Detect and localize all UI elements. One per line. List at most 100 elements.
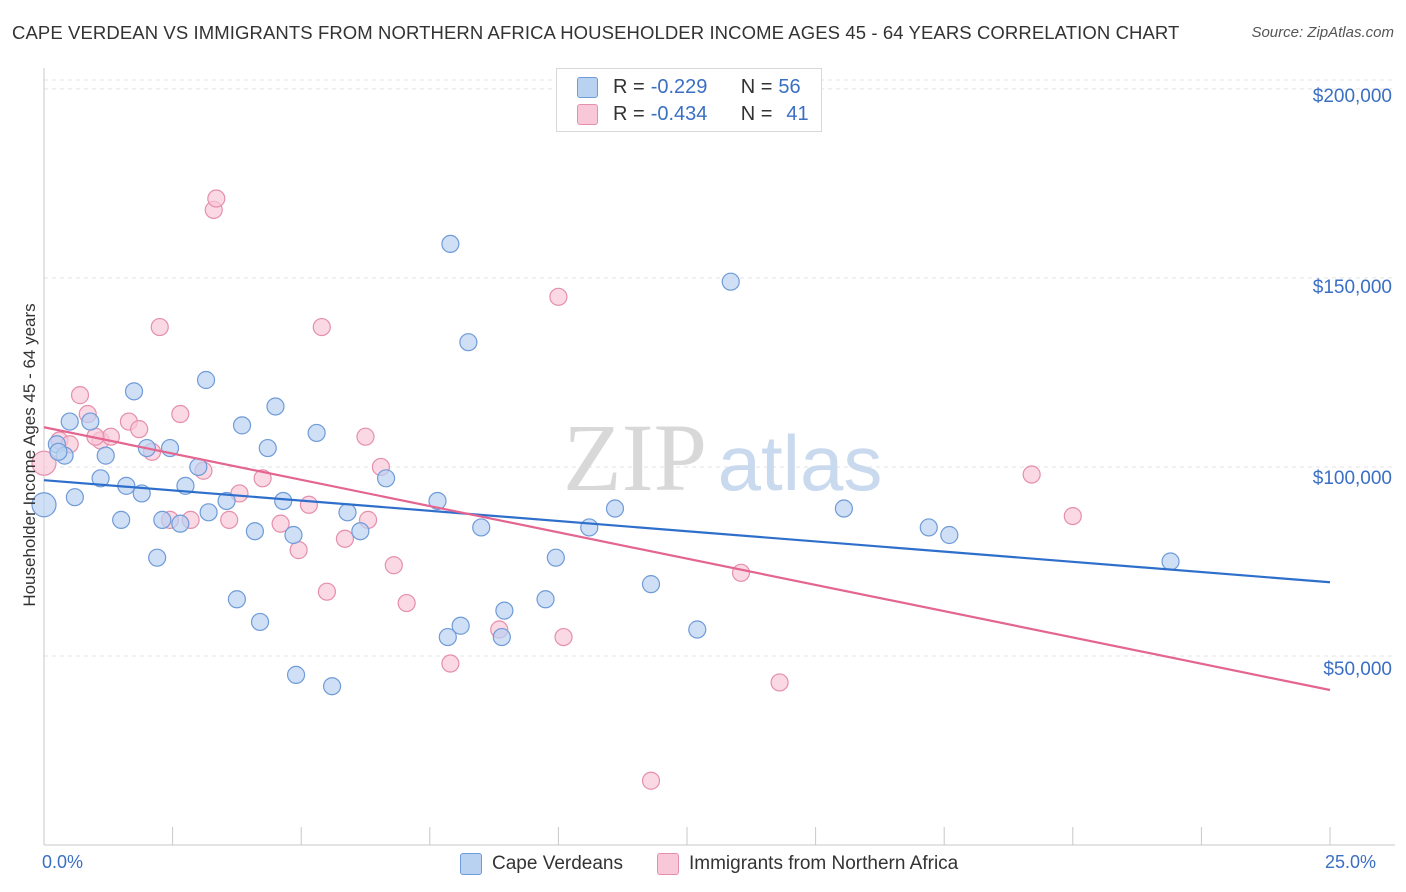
immigrant-point: [253, 469, 272, 488]
immigrant-point: [289, 541, 308, 560]
cape-verdean-point: [472, 518, 491, 537]
cape-verdean-point: [605, 499, 625, 518]
immigrant-point: [731, 563, 751, 582]
cape-verdean-point: [940, 525, 959, 545]
immigrant-point: [312, 317, 331, 337]
y-tick-label-200000: $200,000: [1312, 86, 1392, 107]
immigrant-point: [1022, 465, 1041, 484]
cape-verdean-point: [536, 590, 555, 609]
cape-verdean-point: [112, 510, 131, 529]
legend-n-value: 56: [778, 75, 801, 98]
legend-n-label: N =: [740, 102, 773, 125]
cape-verdean-point: [286, 665, 306, 684]
immigrant-point: [207, 189, 226, 208]
immigrant-trendline: [43, 426, 1331, 692]
legend-n-value: 41: [786, 102, 809, 125]
immigrant-point: [554, 627, 573, 647]
cape-verdean-point: [31, 492, 57, 518]
pink-swatch-icon: [577, 103, 598, 125]
cape-verdean-point: [227, 590, 246, 609]
cape-verdean-point: [834, 499, 853, 518]
cape-verdean-point: [376, 469, 396, 488]
bottom-legend-cape-verdeans: Cape Verdeans: [460, 852, 623, 876]
immigrant-point: [641, 771, 661, 790]
cape-verdean-point: [688, 620, 707, 639]
cape-verdean-point: [351, 522, 370, 541]
immigrant-point: [299, 495, 319, 514]
immigrant-point: [271, 514, 290, 533]
cape-verdean-point: [495, 601, 514, 620]
cape-verdean-point: [546, 548, 565, 567]
x-tick-label-max: 25.0%: [1325, 852, 1377, 872]
chart-source: Source: ZipAtlas.com: [1251, 24, 1394, 41]
legend-r-label: R =: [613, 75, 645, 98]
immigrant-point: [770, 673, 789, 692]
cape-verdean-point: [49, 442, 68, 461]
cape-verdean-point: [250, 612, 270, 632]
legend-r-value: -0.434: [650, 102, 708, 125]
cape-verdean-point: [438, 627, 457, 647]
cape-verdean-point: [266, 397, 285, 416]
immigrant-point: [130, 420, 149, 439]
cape-verdean-point: [580, 518, 599, 537]
legend-r-label: R =: [613, 102, 645, 125]
cape-verdean-point: [91, 469, 110, 488]
immigrant-point: [31, 450, 57, 476]
cape-verdean-point: [65, 488, 84, 507]
cape-verdean-point: [96, 446, 115, 465]
blue-swatch-icon: [577, 76, 598, 98]
watermark-atlas: atlas: [718, 419, 883, 507]
cape-verdean-point: [441, 234, 460, 254]
legend-n-label: N =: [740, 75, 773, 98]
cape-verdean-point: [307, 423, 326, 443]
bottom-legend-label: Immigrants from Northern Africa: [689, 853, 959, 874]
immigrant-point: [335, 529, 355, 548]
y-axis-label: Householder Income Ages 45 - 64 years: [20, 303, 39, 607]
cape-verdean-point: [721, 272, 740, 291]
cape-verdean-point: [232, 416, 252, 435]
cape-verdean-point: [322, 677, 342, 696]
cape-verdean-point: [153, 510, 172, 529]
immigrant-point: [1063, 506, 1082, 526]
immigrant-point: [171, 404, 190, 424]
immigrant-point: [397, 593, 416, 613]
legend-r-value: -0.229: [650, 75, 708, 98]
immigrant-point: [441, 654, 460, 673]
cape-verdean-point: [459, 333, 478, 352]
chart-title: CAPE VERDEAN VS IMMIGRANTS FROM NORTHERN…: [12, 22, 1180, 43]
bottom-legend-immigrants: Immigrants from Northern Africa: [657, 852, 958, 876]
y-tick-label-150000: $150,000: [1312, 277, 1392, 298]
cape-verdean-point: [148, 548, 167, 567]
cape-verdean-point: [1161, 552, 1180, 571]
immigrant-point: [384, 556, 403, 575]
cape-verdean-point: [81, 412, 100, 431]
immigrant-point: [549, 287, 568, 306]
blue-swatch-icon: [460, 853, 482, 875]
immigrant-point: [70, 386, 90, 405]
cape-verdean-point: [258, 438, 277, 458]
cape-verdean-point: [284, 525, 303, 545]
y-tick-label-50000: $50,000: [1323, 659, 1392, 680]
cape-verdean-point: [428, 491, 447, 511]
x-tick-label-min: 0.0%: [42, 852, 84, 872]
cape-verdean-point: [124, 382, 144, 401]
immigrant-point: [356, 427, 375, 446]
immigrant-point: [317, 582, 337, 601]
immigrant-point: [150, 317, 169, 337]
watermark: ZIP atlas: [563, 404, 882, 511]
cape-verdean-point: [451, 616, 470, 635]
cape-verdean-point: [338, 503, 357, 522]
cape-verdean-point: [196, 370, 216, 390]
cape-verdean-point: [245, 522, 265, 541]
stats-legend: R = -0.229 N = 56 R = -0.434 N = 41: [556, 68, 822, 132]
pink-swatch-icon: [657, 853, 679, 875]
watermark-zip: ZIP: [563, 404, 707, 511]
cape-verdean-point: [199, 503, 218, 522]
cape-verdean-point: [492, 627, 511, 647]
bottom-legend-label: Cape Verdeans: [492, 853, 623, 874]
cape-verdean-point: [274, 491, 293, 511]
cape-verdean-point: [171, 514, 190, 533]
immigrant-point: [220, 510, 239, 529]
cape-verdean-point: [641, 575, 661, 594]
